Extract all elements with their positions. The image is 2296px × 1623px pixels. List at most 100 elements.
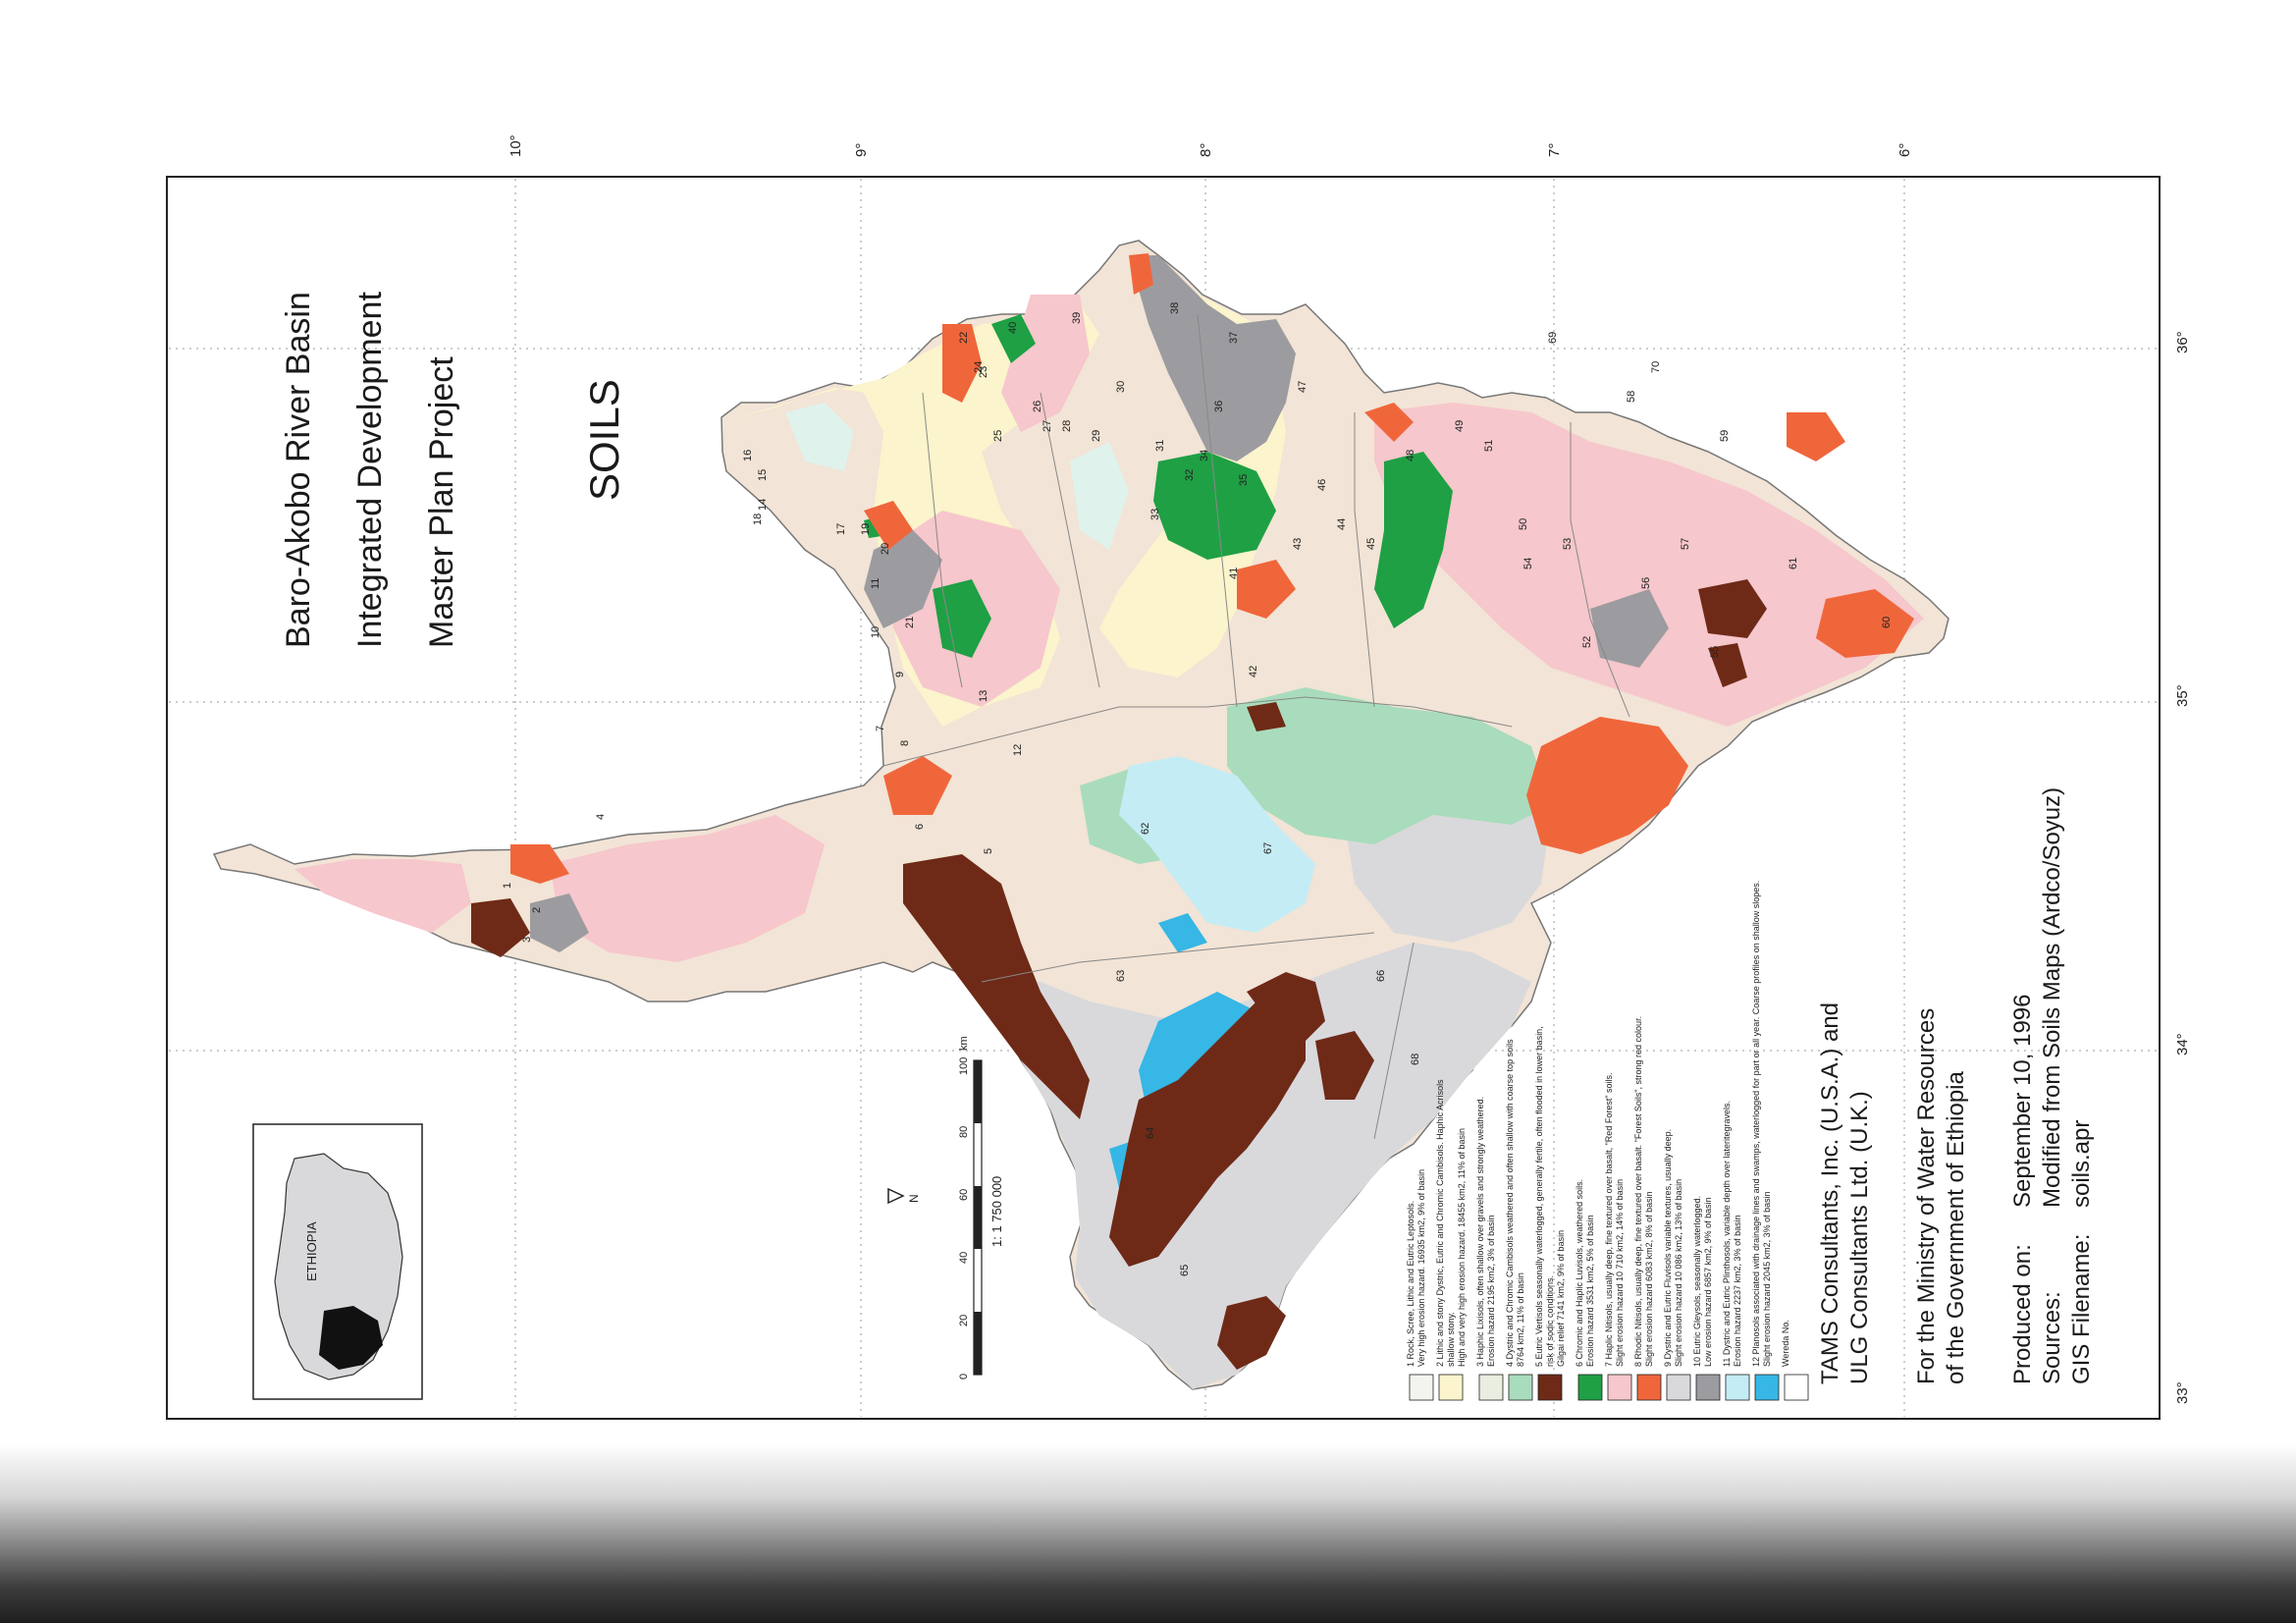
- wereda-number-19: 19: [860, 523, 872, 535]
- legend-item-7: 7 Haplic Nitisols, usually deep, fine te…: [1604, 1072, 1632, 1401]
- legend-text-3-1: 3 Haphic Lixisols, often shallow over gr…: [1475, 1097, 1485, 1367]
- scale-unit: km: [958, 1036, 970, 1051]
- wereda-number-18: 18: [752, 514, 764, 525]
- wereda-number-24: 24: [973, 361, 985, 373]
- wereda-number-60: 60: [1881, 617, 1893, 628]
- basin-location-shape: [319, 1306, 383, 1370]
- lon-label-35: 35°: [2174, 684, 2191, 707]
- wereda-number-35: 35: [1238, 474, 1250, 486]
- scale-ratio: 1: 1 750 000: [989, 1176, 1004, 1247]
- legend-text-11-1: 11 Dystric and Eutric Plinthosols, varia…: [1722, 1101, 1732, 1367]
- credit-line-2: ULG Consultants Ltd. (U.K.): [1846, 1091, 1873, 1384]
- lon-label-34: 34°: [2174, 1033, 2191, 1055]
- lat-label-7: 7°: [1546, 143, 1563, 157]
- legend-swatch-6: [1577, 1374, 1603, 1401]
- wereda-number-45: 45: [1365, 538, 1377, 550]
- wereda-number-20: 20: [880, 543, 891, 555]
- wereda-number-51: 51: [1483, 440, 1495, 452]
- wereda-number-22: 22: [958, 332, 970, 344]
- wereda-number-50: 50: [1518, 518, 1529, 530]
- north-arrow: N: [887, 1187, 921, 1205]
- legend-text-10-2: Low erosion hazard 6857 km2, 9% of basin: [1703, 1197, 1713, 1367]
- inset-map: ETHIOPIA: [252, 1123, 423, 1400]
- lat-label-9: 9°: [853, 143, 870, 157]
- gis-label: GIS Filename:: [2068, 1234, 2095, 1384]
- wereda-number-66: 66: [1375, 970, 1387, 982]
- wereda-number-31: 31: [1154, 440, 1166, 452]
- wereda-number-9: 9: [894, 672, 906, 677]
- legend-text-9-1: 9 Dystric and Eutric Fluvisols variable …: [1663, 1129, 1673, 1367]
- wereda-number-27: 27: [1041, 420, 1053, 432]
- lon-label-36: 36°: [2174, 331, 2191, 353]
- legend-swatch-7: [1607, 1374, 1632, 1401]
- wereda-number-57: 57: [1680, 538, 1691, 550]
- wereda-number-58: 58: [1626, 391, 1637, 403]
- wereda-boundaries: [882, 313, 1630, 1140]
- wereda-number-42: 42: [1248, 666, 1259, 677]
- sources-value: Modified from Soils Maps (Ardco/Soyuz): [2039, 787, 2065, 1208]
- legend-item-3: 3 Haphic Lixisols, often shallow over gr…: [1475, 1097, 1504, 1401]
- wereda-number-68: 68: [1410, 1054, 1421, 1065]
- map-title-soils: SOILS: [581, 379, 627, 501]
- wereda-number-38: 38: [1169, 302, 1181, 314]
- scan-shadow: [0, 1443, 2296, 1623]
- legend-swatch-2: [1438, 1374, 1464, 1401]
- wereda-number-65: 65: [1179, 1265, 1191, 1276]
- legend-swatch-1: [1409, 1374, 1434, 1401]
- wereda-number-43: 43: [1292, 538, 1304, 550]
- gis-value: soils.apr: [2068, 1120, 2095, 1208]
- wereda-number-17: 17: [835, 523, 847, 535]
- credit-line-1: TAMS Consultants, Inc. (U.S.A.) and: [1817, 1002, 1843, 1384]
- legend-item-4: 4 Dystric and Chromic Cambisols weathere…: [1505, 1039, 1533, 1401]
- inset-label-ethiopia: ETHIOPIA: [304, 1221, 319, 1281]
- scale-tick-60: 60: [958, 1189, 970, 1201]
- wereda-number-41: 41: [1228, 568, 1240, 579]
- wereda-number-53: 53: [1562, 538, 1574, 550]
- wereda-number-39: 39: [1071, 312, 1083, 324]
- scale-tick-80: 80: [958, 1126, 970, 1138]
- legend-item-9: 9 Dystric and Eutric Fluvisols variable …: [1663, 1129, 1691, 1401]
- legend-swatch-4: [1508, 1374, 1533, 1401]
- wereda-number-56: 56: [1640, 577, 1652, 589]
- wereda-number-labels: 1234567891011121314151617181920212223242…: [502, 302, 1893, 1276]
- legend-swatch-10: [1695, 1374, 1721, 1401]
- legend-text-6-1: 6 Chromic and Haplic Luvisols, weathered…: [1575, 1179, 1584, 1367]
- wereda-number-16: 16: [742, 450, 754, 461]
- legend-item-10: 10 Eutric Gleysols, seasonally waterlogg…: [1692, 1196, 1721, 1401]
- lat-label-10: 10°: [507, 135, 524, 157]
- legend-swatch-9: [1666, 1374, 1691, 1401]
- longitude-labels: 36° 35° 34° 33°: [2174, 331, 2191, 1404]
- wereda-number-7: 7: [875, 726, 886, 731]
- legend-item-1: 1 Rock, Scree, Lithic and Eutric Leptoso…: [1406, 1169, 1434, 1401]
- wereda-number-12: 12: [1012, 744, 1024, 756]
- legend-swatch-5: [1537, 1374, 1563, 1401]
- sources-label: Sources:: [2039, 1291, 2065, 1384]
- legend-text-2-2: shallow stony.: [1446, 1312, 1456, 1367]
- legend-item-12: 12 Planosols associated with drainage li…: [1751, 881, 1780, 1401]
- produced-label: Produced on:: [2009, 1244, 2036, 1384]
- latitude-labels: 10° 9° 8° 7° 6°: [507, 135, 1913, 157]
- scale-tick-100: 100: [958, 1057, 970, 1075]
- north-arrow-label: N: [907, 1194, 921, 1203]
- legend-text-6-2: Erosion hazard 3531 km2, 5% of basin: [1585, 1215, 1595, 1367]
- title-line-2: Integrated Development: [351, 292, 389, 648]
- legend-text-8-2: Slight erosion hazard 6083 km2, 8% of ba…: [1644, 1191, 1654, 1367]
- wereda-number-25: 25: [992, 430, 1004, 442]
- legend-text-5-3: Gilgai relief 7141 km2, 9% of basin: [1556, 1230, 1566, 1367]
- legend-text-wereda: Wereda No.: [1781, 1320, 1790, 1367]
- wereda-number-61: 61: [1788, 558, 1799, 569]
- legend-text-12-1: 12 Planosols associated with drainage li…: [1751, 881, 1761, 1367]
- legend-text-7-1: 7 Haplic Nitisols, usually deep, fine te…: [1604, 1072, 1614, 1367]
- wereda-number-4: 4: [595, 814, 607, 820]
- wereda-number-23: 23: [978, 366, 989, 378]
- legend-item-8: 8 Rhodic Nitisols, usually deep, fine te…: [1633, 1016, 1662, 1401]
- wereda-number-63: 63: [1115, 970, 1127, 982]
- wereda-number-3: 3: [521, 937, 533, 943]
- legend-item-6: 6 Chromic and Haplic Luvisols, weathered…: [1575, 1179, 1603, 1401]
- wereda-number-13: 13: [978, 690, 989, 702]
- wereda-number-10: 10: [870, 626, 881, 638]
- wereda-number-67: 67: [1262, 842, 1274, 854]
- wereda-number-54: 54: [1522, 558, 1534, 569]
- legend-item-2: 2 Lithic and stony Dystric, Eutric and C…: [1435, 1079, 1467, 1401]
